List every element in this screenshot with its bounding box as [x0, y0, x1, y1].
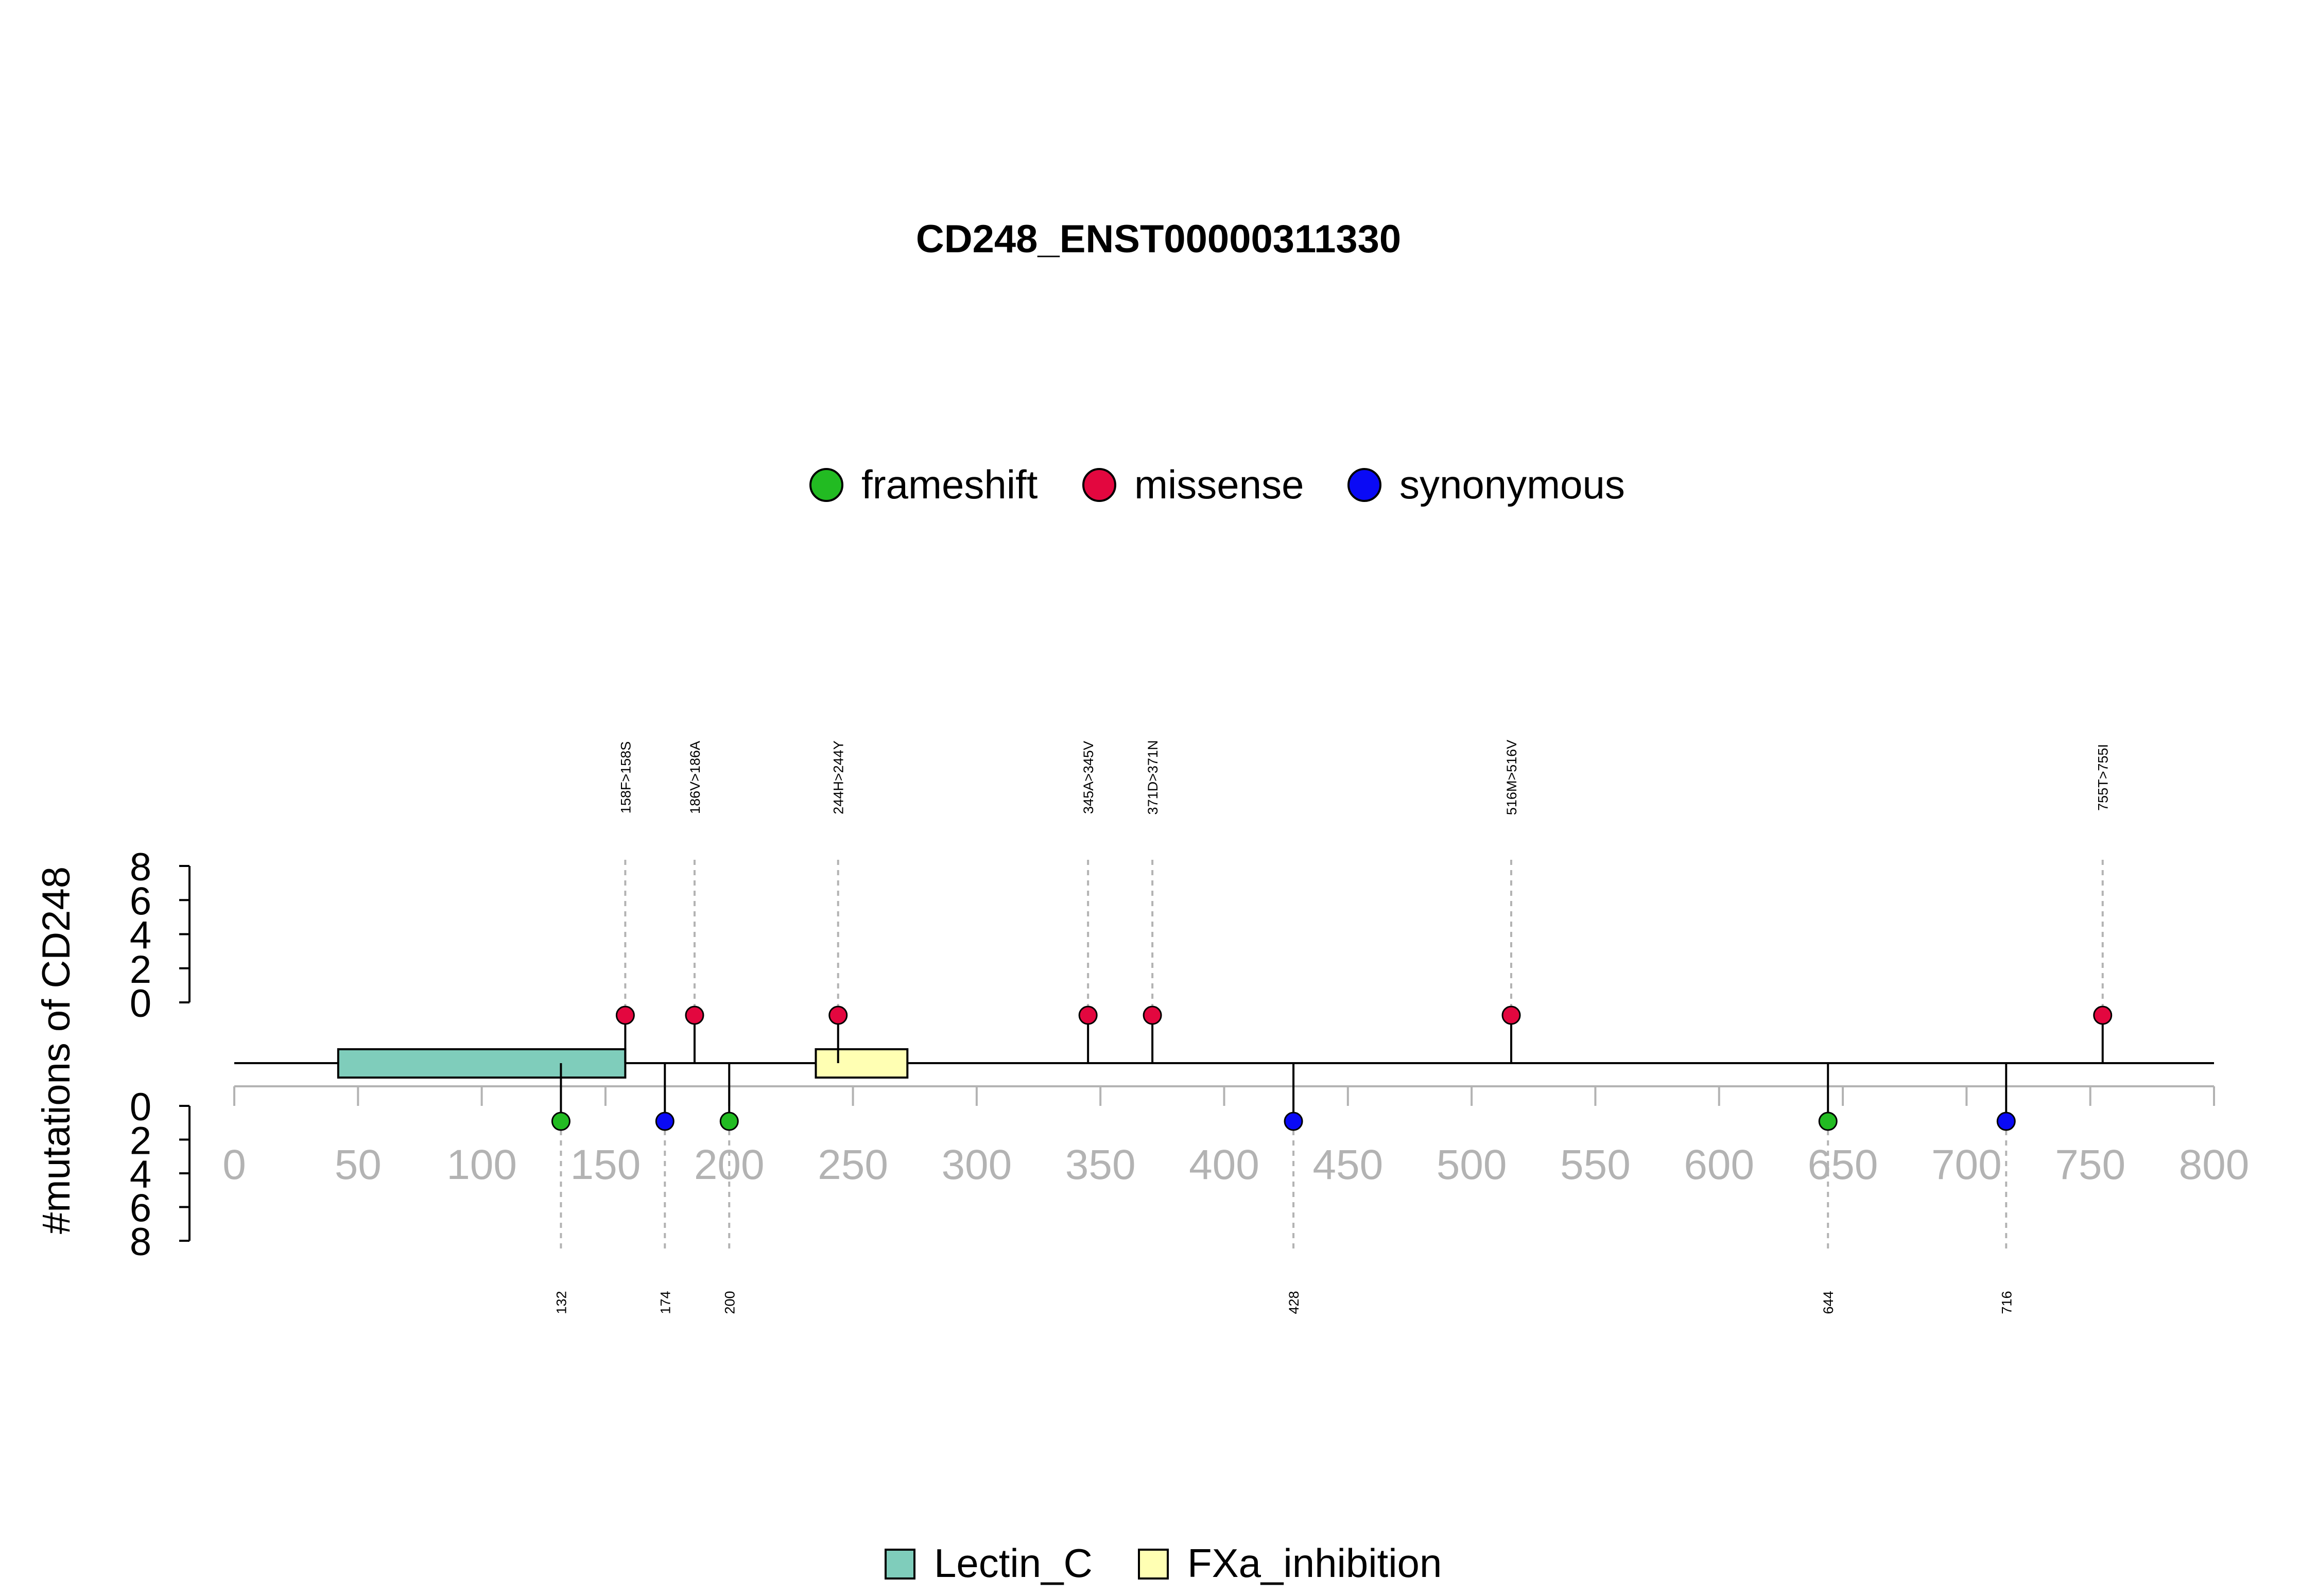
mutation-marker-synonymous	[655, 1112, 675, 1131]
mutation-label: 516M>516V	[1504, 740, 1519, 815]
mutation-below-644: 644	[1818, 1063, 1838, 1314]
y-tick-label-lower: 8	[130, 1220, 151, 1264]
mutation-label: 371D>371N	[1145, 740, 1161, 815]
x-tick-label: 150	[570, 1141, 641, 1188]
mutation-label: 428	[1286, 1291, 1302, 1314]
mutation-below-132: 132	[551, 1063, 570, 1314]
mutation-above-186: 186V>186A	[685, 741, 704, 1063]
mutation-above-371: 371D>371N	[1143, 740, 1162, 1063]
y-tick-label-upper: 8	[130, 845, 151, 889]
mutation-marker-missense	[615, 1005, 635, 1025]
x-tick-label: 800	[2179, 1141, 2250, 1188]
y-tick-label-lower: 0	[130, 1085, 151, 1129]
mutation-label: 244H>244Y	[831, 740, 846, 814]
frameshift-legend-label: frameshift	[861, 462, 1038, 507]
x-tick-label: 250	[818, 1141, 888, 1188]
mutation-label: 716	[1999, 1291, 2014, 1314]
mutation-marker-missense	[1078, 1005, 1098, 1025]
mutation-label: 345A>345V	[1081, 741, 1096, 814]
mutation-marker-missense	[685, 1005, 704, 1025]
mutation-below-716: 716	[1996, 1063, 2016, 1314]
mutation-marker-synonymous	[1996, 1112, 2016, 1131]
mutation-marker-missense	[1501, 1005, 1521, 1025]
x-tick-label: 50	[335, 1141, 382, 1188]
mutation-above-755: 755T>755I	[2093, 744, 2113, 1063]
domain-legend-item-Lectin_C: Lectin_C	[885, 1540, 1093, 1586]
mutation-label: 755T>755I	[2096, 744, 2111, 811]
x-axis: 0 50 100 150 200 250 300 350 400 450 500 550 600 650 7…	[222, 1085, 2250, 1188]
chart-title: CD248_ENST00000311330	[916, 217, 1401, 261]
mutation-label: 158F>158S	[618, 741, 633, 813]
mutation-below-174: 174	[655, 1063, 675, 1314]
domain-FXa_inhibition	[815, 1048, 909, 1079]
mutation-lollipops: 132 174 200 428 644 716 158F>158S 186V>186A 244H…	[551, 740, 2113, 1314]
domain-legend: Lectin_C FXa_inhibition	[885, 1540, 1442, 1586]
mutation-marker-frameshift	[551, 1112, 570, 1131]
mutation-label: 174	[658, 1291, 673, 1314]
mutation-above-516: 516M>516V	[1501, 740, 1521, 1063]
missense-legend-marker	[1082, 468, 1116, 502]
mutation-marker-missense	[828, 1005, 848, 1025]
domain-legend-item-FXa_inhibition: FXa_inhibition	[1138, 1540, 1442, 1586]
mutation-marker-missense	[2093, 1005, 2113, 1025]
mutation-above-244: 244H>244Y	[828, 740, 848, 1063]
x-tick-label: 450	[1312, 1141, 1383, 1188]
x-tick-label: 500	[1437, 1141, 1507, 1188]
y-tick-label-lower: 4	[130, 1153, 151, 1196]
FXa_inhibition-legend-swatch	[1138, 1549, 1169, 1580]
y-tick-label-lower: 6	[130, 1187, 151, 1230]
mutation-legend: frameshift missense synonymous	[809, 462, 1625, 507]
y-axis-title: #mutations of CD248	[34, 866, 78, 1234]
frameshift-legend-marker	[809, 468, 843, 502]
mutation-marker-frameshift	[719, 1112, 739, 1131]
mutation-marker-synonymous	[1284, 1112, 1303, 1131]
x-tick-label: 550	[1560, 1141, 1631, 1188]
y-tick-label-upper: 2	[130, 948, 151, 992]
legend-item-frameshift: frameshift	[809, 462, 1038, 507]
domain-boxes	[337, 1048, 909, 1079]
x-tick-label: 650	[1808, 1141, 1878, 1188]
FXa_inhibition-legend-label: FXa_inhibition	[1187, 1540, 1442, 1586]
Lectin_C-legend-swatch	[885, 1549, 915, 1580]
x-tick-label: 100	[446, 1141, 517, 1188]
legend-item-synonymous: synonymous	[1347, 462, 1625, 507]
mutation-label: 132	[554, 1291, 569, 1314]
mutation-label: 644	[1821, 1291, 1836, 1314]
mutation-above-345: 345A>345V	[1078, 741, 1098, 1063]
domain-Lectin_C	[337, 1048, 627, 1079]
x-tick-label: 0	[222, 1141, 246, 1188]
synonymous-legend-label: synonymous	[1399, 462, 1625, 507]
y-tick-label-upper: 6	[130, 879, 151, 923]
x-tick-label: 350	[1065, 1141, 1136, 1188]
mutation-above-158: 158F>158S	[615, 741, 635, 1063]
mutation-below-428: 428	[1284, 1063, 1303, 1314]
y-tick-label-lower: 2	[130, 1119, 151, 1163]
mutation-label: 200	[722, 1291, 737, 1314]
x-tick-label: 750	[2055, 1141, 2125, 1188]
mutation-marker-frameshift	[1818, 1112, 1838, 1131]
y-tick-label-upper: 4	[130, 914, 151, 958]
x-tick-label: 400	[1189, 1141, 1259, 1188]
x-tick-label: 300	[941, 1141, 1012, 1188]
y-tick-label-upper: 0	[130, 982, 151, 1026]
mutation-marker-missense	[1143, 1005, 1162, 1025]
mutation-label: 186V>186A	[687, 741, 703, 814]
Lectin_C-legend-label: Lectin_C	[934, 1540, 1093, 1586]
x-tick-label: 700	[1931, 1141, 2002, 1188]
x-tick-label: 600	[1684, 1141, 1754, 1188]
missense-legend-label: missense	[1134, 462, 1304, 507]
synonymous-legend-marker	[1347, 468, 1381, 502]
mutation-below-200: 200	[719, 1063, 739, 1314]
legend-item-missense: missense	[1082, 462, 1304, 507]
